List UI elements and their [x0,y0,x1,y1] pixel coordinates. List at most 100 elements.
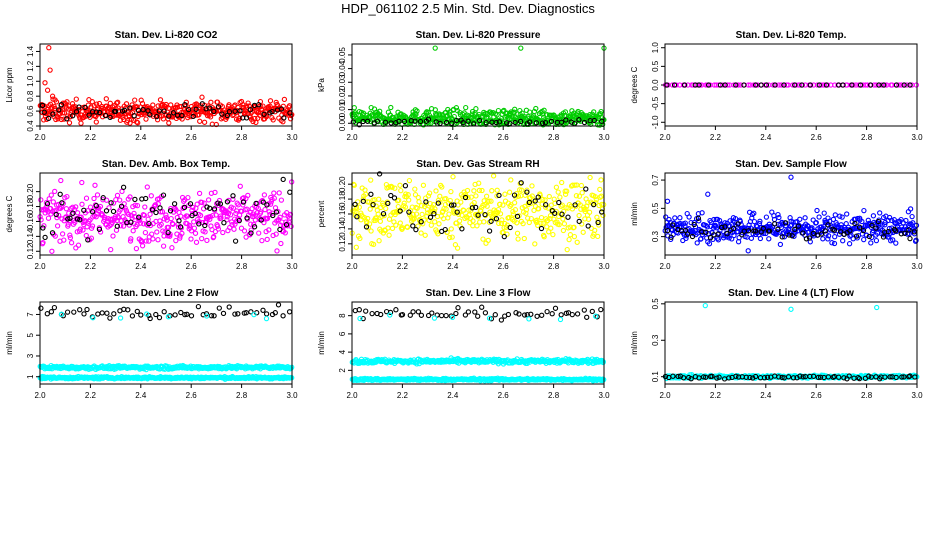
y-tick-label: 0.20 [338,176,347,192]
data-point [99,114,106,120]
data-point [51,304,58,311]
data-point [231,226,237,232]
data-point [163,214,170,221]
data-point [133,245,140,252]
data-point [93,109,100,115]
data-point [370,201,376,208]
y-tick-label: 0.3 [651,231,660,243]
data-point [431,211,437,217]
data-point [557,194,563,200]
data-point [93,214,99,220]
data-point [832,212,838,218]
data-point [172,312,178,318]
y-tick-label: 1.0 [26,75,35,87]
data-point [552,210,558,216]
data-point [356,307,362,313]
data-point [473,193,479,199]
data-points [349,171,607,253]
y-tick-label: 0.4 [26,120,35,132]
data-point [288,223,294,230]
data-point [853,233,860,239]
data-point [44,87,51,93]
data-point [114,223,120,229]
data-point [859,218,865,225]
data-point [260,307,266,313]
data-point [104,310,110,316]
data-point [585,216,592,222]
data-point [64,309,71,315]
x-tick-label: 2.2 [397,391,409,400]
data-point [470,223,476,229]
data-point [527,109,533,115]
x-tick-label: 2.8 [236,262,248,271]
data-point [741,82,747,88]
data-point [411,215,417,221]
data-point [422,232,428,238]
data-point [542,119,549,126]
data-point [264,215,271,222]
data-point [555,189,561,195]
data-point [274,248,280,254]
data-point [913,237,919,243]
data-point [581,119,588,126]
panel-title: Stan. Dev. Li-820 CO2 [115,30,218,41]
data-point [88,104,94,110]
data-point [505,311,512,318]
data-point [760,225,766,232]
data-point [672,215,678,221]
data-point [273,231,279,237]
y-tick-label: 0.1 [651,371,660,383]
data-point [154,113,160,120]
data-point [438,312,445,319]
data-point [153,311,159,318]
data-point [548,118,555,125]
data-point [598,108,604,115]
data-point [273,209,280,215]
data-point [576,212,582,219]
data-point [419,211,425,218]
data-point [696,375,702,381]
data-point [598,177,604,183]
data-point [559,113,565,119]
data-point [67,215,73,221]
data-point [699,210,705,216]
data-point [547,213,554,219]
data-point [797,373,803,379]
data-point [840,82,846,88]
panel-title: Stan. Dev. Line 2 Flow [114,288,219,299]
data-point [189,207,195,214]
data-point [521,312,528,318]
data-point [532,198,538,204]
data-point [435,200,441,206]
data-point [682,223,688,229]
data-point [154,229,160,235]
data-point [177,224,184,230]
data-point [519,187,525,193]
data-point [431,208,437,215]
data-point [724,234,730,240]
x-tick-label: 2.8 [548,391,560,400]
data-point [792,82,798,88]
data-point [86,112,92,118]
data-point [248,230,254,236]
data-point [193,239,200,245]
data-point [204,204,210,210]
data-point [461,207,467,214]
data-point [53,211,59,218]
y-tick-label: 2 [338,368,347,373]
data-point [127,194,133,200]
data-point [94,192,101,198]
data-point [907,373,913,379]
data-point [258,217,264,223]
data-point [846,241,853,247]
data-point [592,227,598,234]
data-point [74,210,81,216]
data-point [413,226,419,233]
data-point [207,105,213,111]
data-point [524,187,530,193]
data-point [417,118,424,125]
data-point [459,212,465,218]
data-point [786,232,792,238]
data-point [489,188,495,194]
